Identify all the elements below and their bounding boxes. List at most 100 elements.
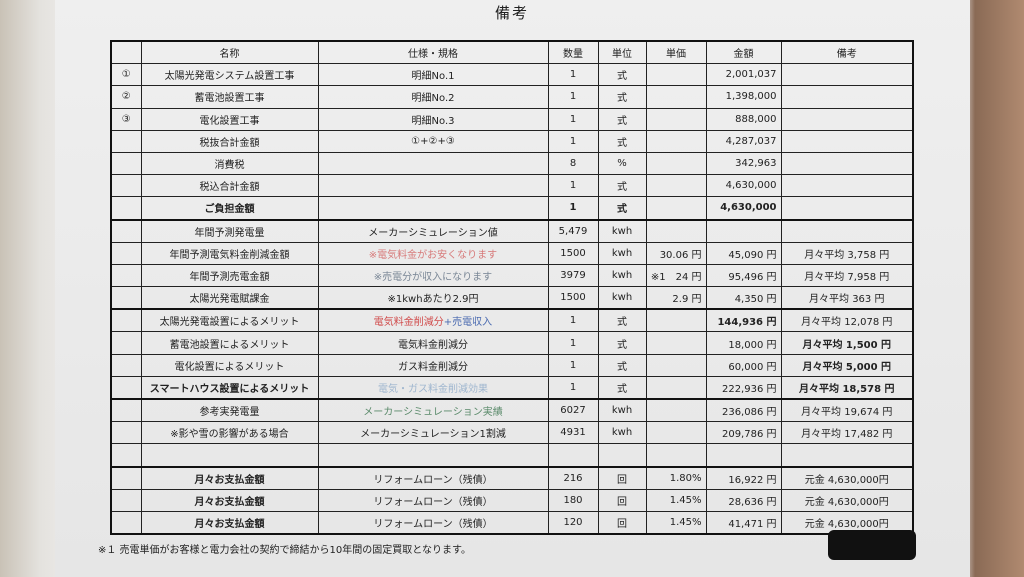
- cell-spec: メーカーシミュレーション値: [317, 218, 549, 243]
- cell-spec: 明細No.1: [317, 63, 549, 87]
- cell-name: 参考実発電量: [140, 398, 319, 423]
- cell-price: [645, 308, 707, 333]
- cell-name: 年間予測発電量: [140, 218, 319, 243]
- table-row: 太陽光発電賦課金 ※1kwhあたり2.9円 1500 kwh 2.9 円 4,350 円月…: [110, 286, 914, 310]
- table-row: ③ 電化設置工事 明細No.3 1 式 888,000: [110, 107, 914, 131]
- cell-unit: kwh: [597, 218, 647, 243]
- cell-name: 電化設置によるメリット: [140, 353, 319, 377]
- cell-amount: [705, 443, 782, 468]
- cell-name: 年間予測電気料金削減金額: [140, 241, 319, 265]
- cell-name: 蓄電池設置によるメリット: [140, 331, 319, 355]
- cell-name: 税抜合計金額: [140, 129, 319, 153]
- cell-unit: %: [597, 151, 647, 176]
- table-header: 名称 仕様・規格 数量 単位 単価 金額 備考: [110, 40, 914, 65]
- cell-qty: 1: [547, 375, 599, 400]
- cell-unit: 回: [597, 465, 647, 490]
- cell-name: 電化設置工事: [140, 107, 319, 131]
- cell-price: ※1 24 円: [645, 263, 707, 288]
- cell-qty: 180: [547, 488, 599, 512]
- cell-amount: 4,287,037: [705, 129, 782, 153]
- cell-qty: 3979: [547, 263, 599, 288]
- header-unit: 単位: [597, 40, 647, 65]
- cell-num: ②: [110, 85, 142, 109]
- cell-amount: 236,086 円: [705, 398, 782, 423]
- cell-amount: 888,000: [705, 107, 782, 131]
- cell-qty: 1: [547, 85, 599, 109]
- cell-note: [780, 174, 914, 198]
- header-qty: 数量: [547, 40, 599, 65]
- table-row: 太陽光発電設置によるメリット 電気料金削減分+売電収入 1 式 144,936 円月々平…: [110, 308, 914, 333]
- cell-qty: 6027: [547, 398, 599, 423]
- cell-spec: [317, 443, 549, 468]
- cell-note: 元金 4,630,000円: [780, 488, 914, 512]
- cell-spec: [317, 151, 549, 176]
- table-row: 消費税 8% 342,963: [110, 151, 914, 176]
- cell-unit: 回: [597, 488, 647, 512]
- cell-amount: 4,630,000: [705, 196, 782, 220]
- cell-spec: メーカーシミュレーション実績: [317, 398, 549, 423]
- cell-price: 2.9 円: [645, 286, 707, 310]
- cell-name: 年間予測売電金額: [140, 263, 319, 288]
- cell-unit: 式: [597, 196, 647, 220]
- cell-note: 月々平均 1,500 円: [780, 331, 914, 355]
- cell-note: [780, 196, 914, 220]
- cell-note: 元金 4,630,000円: [780, 465, 914, 490]
- cell-note: [780, 85, 914, 109]
- cell-amount: 4,630,000: [705, 174, 782, 198]
- cell-note: [780, 107, 914, 131]
- table-row: [110, 443, 914, 468]
- cell-num: [110, 488, 142, 512]
- cell-spec: ※電気料金がお安くなります: [317, 241, 549, 265]
- cell-name: ご負担金額: [140, 196, 319, 220]
- cell-note: 月々平均 12,078 円: [780, 308, 914, 333]
- cell-spec: ※売電分が収入になります: [317, 263, 549, 288]
- cell-spec: ※1kwhあたり2.9円: [317, 286, 549, 310]
- cell-price: [645, 331, 707, 355]
- cell-unit: 式: [597, 129, 647, 153]
- table-row: 年間予測発電量 メーカーシミュレーション値 5,479 kwh: [110, 218, 914, 243]
- cell-spec: 電気料金削減分+売電収入: [317, 308, 549, 333]
- cell-name: 太陽光発電設置によるメリット: [140, 308, 319, 333]
- header-spec: 仕様・規格: [317, 40, 549, 65]
- table-row: スマートハウス設置によるメリット 電気・ガス料金削減効果 1 式 222,936 円月々…: [110, 375, 914, 400]
- cell-price: 1.45%: [645, 510, 707, 535]
- cell-price: [645, 174, 707, 198]
- cell-num: ①: [110, 63, 142, 87]
- cell-qty: 1: [547, 196, 599, 220]
- cell-amount: 1,398,000: [705, 85, 782, 109]
- table-row: 参考実発電量 メーカーシミュレーション実績 6027 kwh 236,086 円月々平均…: [110, 398, 914, 423]
- cell-name: 蓄電池設置工事: [140, 85, 319, 109]
- cell-num: [110, 353, 142, 377]
- cell-unit: 回: [597, 510, 647, 535]
- cell-price: 1.45%: [645, 488, 707, 512]
- cell-qty: 1: [547, 353, 599, 377]
- header-name: 名称: [140, 40, 319, 65]
- cell-name: ※影や雪の影響がある場合: [140, 421, 319, 445]
- cell-name: 太陽光発電賦課金: [140, 286, 319, 310]
- cell-amount: 18,000 円: [705, 331, 782, 355]
- cell-amount: 222,936 円: [705, 375, 782, 400]
- cell-num: [110, 375, 142, 400]
- cell-qty: 1: [547, 331, 599, 355]
- cell-price: [645, 196, 707, 220]
- cell-amount: 209,786 円: [705, 421, 782, 445]
- cell-spec: 電気・ガス料金削減効果: [317, 375, 549, 400]
- cell-price: 30.06 円: [645, 241, 707, 265]
- cell-amount: 4,350 円: [705, 286, 782, 310]
- table-row: 月々お支払金額 リフォームローン（残債） 120 回 1.45% 41,471 円元金 4…: [110, 510, 914, 535]
- cell-price: [645, 63, 707, 87]
- cell-name: 太陽光発電システム設置工事: [140, 63, 319, 87]
- cell-amount: 144,936 円: [705, 308, 782, 333]
- header-num: [110, 40, 142, 65]
- cell-spec: ①+②+③: [317, 129, 549, 153]
- cell-price: [645, 353, 707, 377]
- cell-num: [110, 129, 142, 153]
- cell-name: 月々お支払金額: [140, 465, 319, 490]
- cell-spec: リフォームローン（残債）: [317, 510, 549, 535]
- spec-part: 電気料金削減分: [373, 317, 444, 329]
- cell-num: [110, 174, 142, 198]
- cell-unit: 式: [597, 63, 647, 87]
- cell-note: 月々平均 19,674 円: [780, 398, 914, 423]
- table-row: 税抜合計金額 ①+②+③ 1 式 4,287,037: [110, 129, 914, 153]
